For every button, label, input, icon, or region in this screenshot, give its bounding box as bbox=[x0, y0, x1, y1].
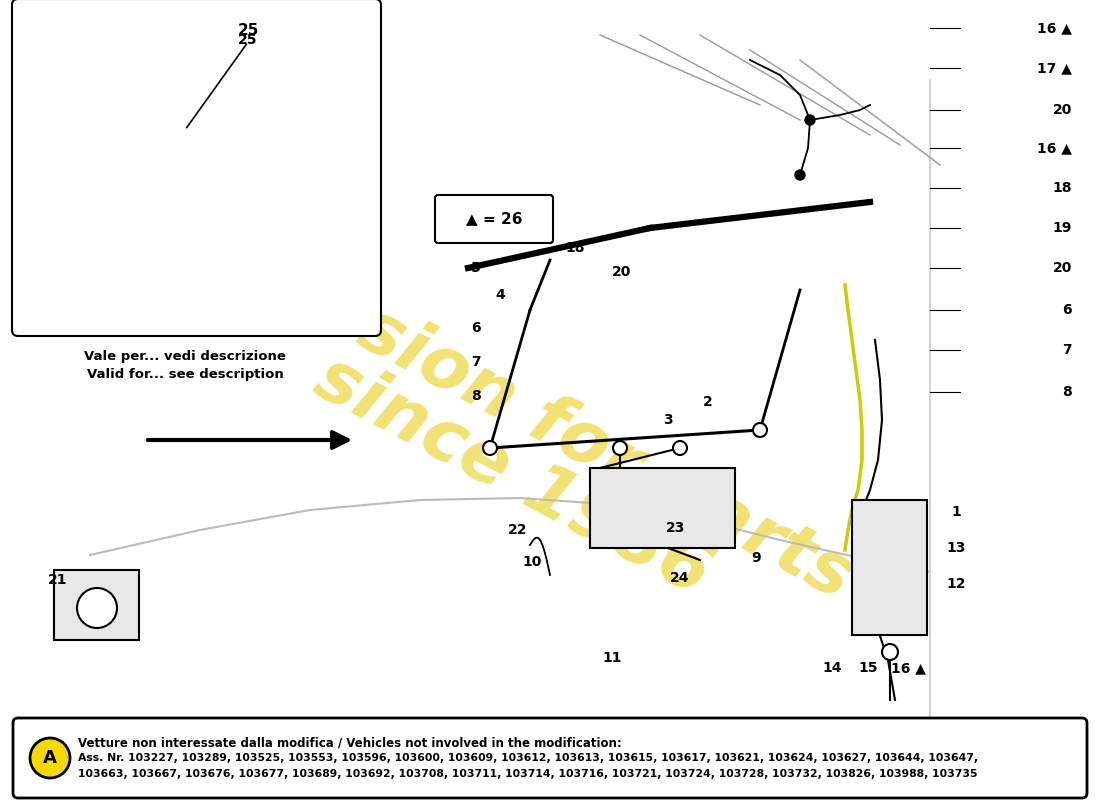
Text: 6: 6 bbox=[1063, 303, 1072, 317]
Text: Valid for... see description: Valid for... see description bbox=[87, 368, 284, 381]
Bar bbox=[852, 500, 927, 635]
Text: 10: 10 bbox=[522, 555, 541, 569]
Text: 7: 7 bbox=[471, 355, 481, 369]
Text: 19: 19 bbox=[1053, 221, 1072, 235]
Text: 20: 20 bbox=[1053, 103, 1072, 117]
Text: 7: 7 bbox=[1063, 343, 1072, 357]
Text: 8: 8 bbox=[1063, 385, 1072, 399]
Text: 17 ▲: 17 ▲ bbox=[1037, 61, 1072, 75]
Text: 8: 8 bbox=[471, 389, 481, 403]
Bar bbox=[54, 570, 139, 640]
Circle shape bbox=[754, 423, 767, 437]
Text: 22: 22 bbox=[508, 523, 528, 537]
Text: 23: 23 bbox=[667, 521, 685, 535]
Text: 21: 21 bbox=[48, 573, 68, 587]
Text: 11: 11 bbox=[603, 651, 622, 665]
Text: 13: 13 bbox=[946, 541, 966, 555]
FancyBboxPatch shape bbox=[434, 195, 553, 243]
Text: 9: 9 bbox=[751, 551, 761, 565]
Text: 25: 25 bbox=[238, 23, 258, 38]
Text: Ass. Nr. 103227, 103289, 103525, 103553, 103596, 103600, 103609, 103612, 103613,: Ass. Nr. 103227, 103289, 103525, 103553,… bbox=[78, 753, 978, 763]
Circle shape bbox=[805, 115, 815, 125]
Text: 18: 18 bbox=[565, 241, 585, 255]
Text: 20: 20 bbox=[613, 265, 631, 279]
Text: 15: 15 bbox=[858, 661, 878, 675]
Text: Vale per... vedi descrizione: Vale per... vedi descrizione bbox=[84, 350, 286, 363]
Text: A: A bbox=[43, 749, 57, 767]
Circle shape bbox=[673, 441, 688, 455]
Text: 1: 1 bbox=[952, 505, 961, 519]
Text: passion for parts
since 1986: passion for parts since 1986 bbox=[191, 227, 865, 669]
Circle shape bbox=[795, 170, 805, 180]
Text: 3: 3 bbox=[663, 413, 673, 427]
Bar bbox=[590, 468, 735, 548]
Text: 2: 2 bbox=[703, 395, 713, 409]
Text: 103663, 103667, 103676, 103677, 103689, 103692, 103708, 103711, 103714, 103716, : 103663, 103667, 103676, 103677, 103689, … bbox=[78, 769, 978, 779]
Circle shape bbox=[882, 644, 898, 660]
Text: 5: 5 bbox=[471, 261, 481, 275]
Circle shape bbox=[77, 588, 117, 628]
Text: 14: 14 bbox=[823, 661, 842, 675]
FancyBboxPatch shape bbox=[12, 0, 381, 336]
Text: 24: 24 bbox=[670, 571, 690, 585]
Text: 6: 6 bbox=[471, 321, 481, 335]
Circle shape bbox=[30, 738, 70, 778]
Text: ▲ = 26: ▲ = 26 bbox=[465, 211, 522, 226]
Circle shape bbox=[483, 441, 497, 455]
Text: 25: 25 bbox=[239, 33, 257, 47]
FancyBboxPatch shape bbox=[13, 718, 1087, 798]
Text: Vetture non interessate dalla modifica / Vehicles not involved in the modificati: Vetture non interessate dalla modifica /… bbox=[78, 737, 622, 750]
Text: 16 ▲: 16 ▲ bbox=[1037, 21, 1072, 35]
Text: 12: 12 bbox=[946, 577, 966, 591]
Circle shape bbox=[613, 441, 627, 455]
Text: 16 ▲: 16 ▲ bbox=[1037, 141, 1072, 155]
Text: 16 ▲: 16 ▲ bbox=[891, 661, 925, 675]
Text: 20: 20 bbox=[1053, 261, 1072, 275]
Text: 18: 18 bbox=[1053, 181, 1072, 195]
Text: 4: 4 bbox=[495, 288, 505, 302]
